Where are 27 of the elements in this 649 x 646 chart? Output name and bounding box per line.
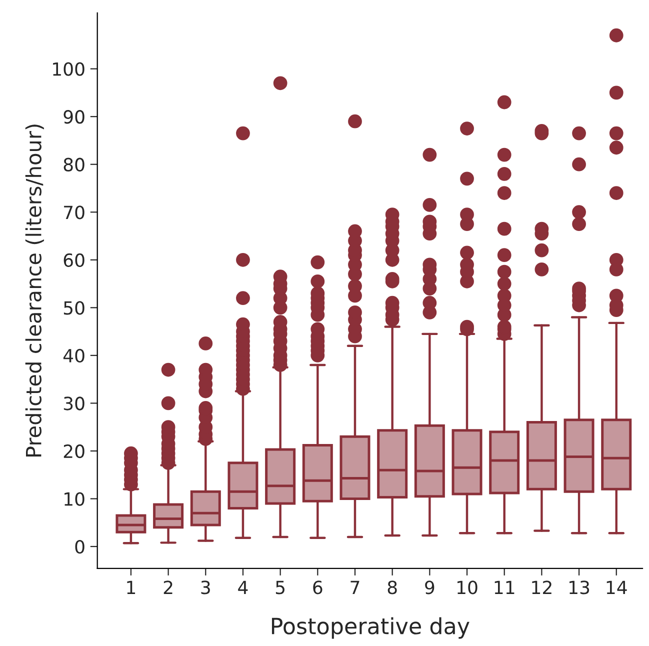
x-tick-label: 3 bbox=[201, 580, 210, 594]
y-tick-label: 50 bbox=[64, 301, 84, 315]
y-tick-label: 0 bbox=[75, 540, 84, 554]
y-tick-label: 20 bbox=[64, 444, 84, 458]
x-tick-label: 2 bbox=[164, 580, 172, 594]
x-tick-label: 5 bbox=[276, 580, 284, 594]
x-tick-label: 6 bbox=[313, 580, 322, 594]
y-tick-label: 60 bbox=[64, 253, 84, 268]
x-tick-label: 8 bbox=[388, 580, 397, 594]
x-tick-label: 11 bbox=[494, 580, 514, 594]
y-tick-label: 90 bbox=[64, 110, 84, 124]
y-tick-label: 10 bbox=[64, 492, 84, 506]
x-tick-label: 13 bbox=[570, 580, 590, 594]
y-tick-label: 80 bbox=[64, 158, 84, 172]
x-tick-label: 12 bbox=[532, 580, 552, 594]
y-tick-label: 100 bbox=[53, 62, 84, 76]
y-tick-label: 70 bbox=[64, 206, 84, 220]
x-tick-label: 14 bbox=[606, 580, 627, 594]
y-tick-label: 30 bbox=[64, 396, 84, 410]
x-tick-label: 9 bbox=[425, 580, 434, 594]
y-tick-label: 40 bbox=[63, 348, 84, 363]
x-tick-label: 4 bbox=[238, 580, 248, 594]
x-axis-title: Postoperative day bbox=[272, 617, 470, 639]
y-axis-title: Predicted clearance (liters/hour) bbox=[25, 124, 44, 456]
x-tick-label: 10 bbox=[458, 580, 478, 594]
x-tick-label: 7 bbox=[350, 580, 360, 594]
x-tick-label: 1 bbox=[127, 580, 136, 594]
